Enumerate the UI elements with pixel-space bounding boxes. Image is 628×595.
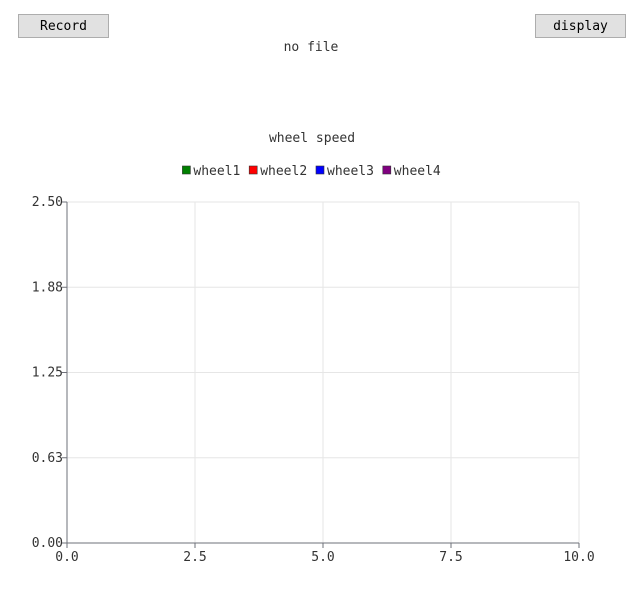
legend-label: wheel3 [327, 164, 374, 179]
chart-legend: wheel1 wheel2 wheel3 wheel4 [182, 164, 441, 179]
y-tick-label: 0.00 [32, 536, 63, 551]
x-tick-label: 7.5 [439, 550, 462, 565]
legend-swatch [382, 165, 392, 175]
chart-grid [66, 201, 580, 544]
x-tick-label: 0.0 [55, 550, 78, 565]
y-tick-label: 2.50 [32, 195, 63, 210]
legend-swatch [182, 165, 191, 175]
legend-label: wheel2 [260, 164, 307, 179]
file-status-text: no file [283, 40, 339, 55]
y-tick-label: 1.25 [32, 366, 63, 381]
y-tick-label: 1.88 [32, 280, 63, 295]
legend-label: wheel4 [394, 164, 441, 179]
legend-label: wheel1 [193, 164, 240, 179]
display-button[interactable]: display [535, 14, 626, 38]
x-tick-label: 5.0 [311, 550, 334, 565]
legend-swatch [248, 165, 258, 175]
legend-item-wheel1[interactable]: wheel1 [182, 164, 240, 179]
y-tick-label: 0.63 [32, 451, 63, 466]
legend-item-wheel4[interactable]: wheel4 [382, 164, 441, 179]
legend-swatch [315, 165, 325, 175]
x-tick-label: 2.5 [183, 550, 206, 565]
legend-item-wheel3[interactable]: wheel3 [315, 164, 374, 179]
chart-ticks: 0.0 2.5 5.0 7.5 10.0 0.00 0.63 1.25 1.88 2.50 [32, 195, 595, 565]
chart-title: wheel speed [269, 131, 355, 146]
x-tick-label: 10.0 [563, 550, 594, 565]
record-button[interactable]: Record [18, 14, 109, 38]
legend-item-wheel2[interactable]: wheel2 [248, 164, 307, 179]
